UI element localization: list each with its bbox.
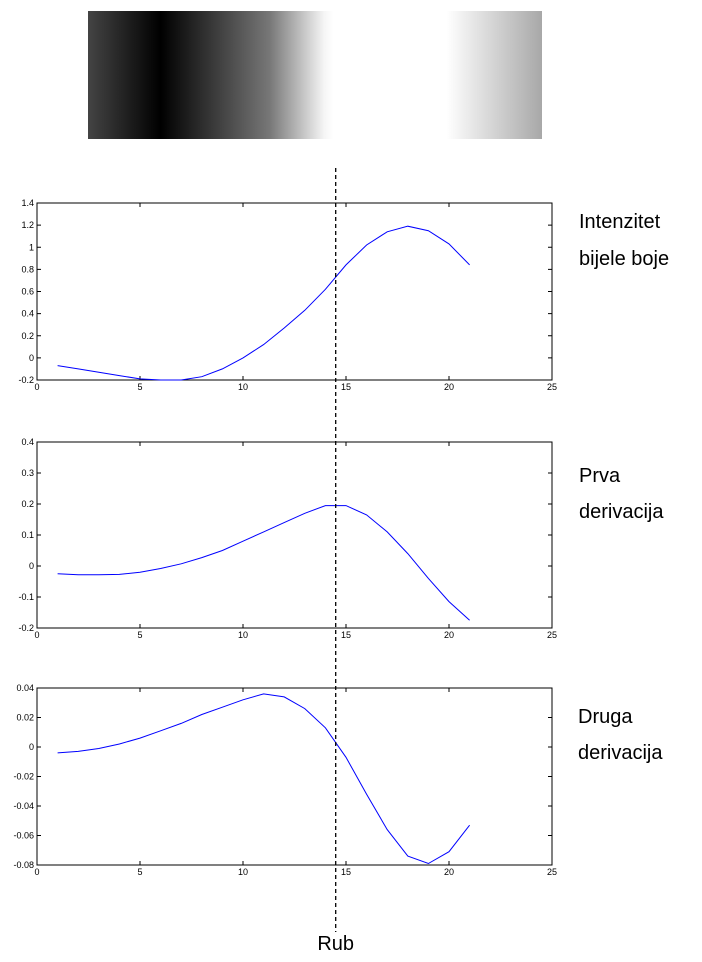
x-tick-label: 10 <box>238 382 248 392</box>
plot-frame <box>36 202 553 381</box>
y-tick-label: 0 <box>29 561 34 571</box>
x-tick-label: 15 <box>341 382 351 392</box>
y-tick-label: 0 <box>29 742 34 752</box>
x-tick-label: 5 <box>137 382 142 392</box>
x-tick-label: 10 <box>238 867 248 877</box>
x-tick-label: 0 <box>34 382 39 392</box>
side-label-line: bijele boje <box>579 248 669 270</box>
y-tick-label: 0.2 <box>21 331 34 341</box>
x-tick-label: 25 <box>547 867 557 877</box>
plot-1: 0 5 10 15 20 25-0.200.20.40.60.811.21.4Intenz… <box>18 198 669 392</box>
y-tick-label: -0.1 <box>18 592 34 602</box>
plot-2: 0 5 10 15 20 25 -0.2 -0.1 0 0.1 0.2 0.3 0.4 Prva deriv… <box>18 437 664 640</box>
y-tick-label: 0.4 <box>21 437 34 447</box>
x-tick-label: 15 <box>341 630 351 640</box>
y-tick-label: -0.2 <box>18 375 34 385</box>
x-tick-label: 15 <box>341 867 351 877</box>
side-label-line: Prva <box>579 465 621 487</box>
y-tick-label: 0.2 <box>21 499 34 509</box>
x-tick-label: 20 <box>444 630 454 640</box>
x-tick-label: 20 <box>444 867 454 877</box>
series-line <box>57 225 470 381</box>
side-label-line: Druga <box>578 706 633 728</box>
x-tick-label: 0 <box>34 630 39 640</box>
y-tick-label: 1.2 <box>21 220 34 230</box>
edge-label: Rub <box>317 933 354 955</box>
y-tick-label: 0.3 <box>21 468 34 478</box>
x-tick-label: 25 <box>547 630 557 640</box>
y-tick-label: 1 <box>29 242 34 252</box>
series-line <box>57 505 470 621</box>
y-tick-label: -0.08 <box>13 860 34 870</box>
side-label-line: derivacija <box>578 742 663 764</box>
y-tick-label: 0 <box>29 353 34 363</box>
y-tick-label: 0.4 <box>21 309 34 319</box>
y-tick-label: -0.2 <box>18 623 34 633</box>
intensity-gradient-strip <box>88 11 542 139</box>
series-line <box>57 693 470 865</box>
x-tick-label: 5 <box>137 867 142 877</box>
y-tick-label: 0.04 <box>16 683 34 693</box>
y-tick-label: -0.04 <box>13 801 34 811</box>
x-tick-label: 5 <box>137 630 142 640</box>
y-tick-label: 0.02 <box>16 713 34 723</box>
y-tick-label: -0.02 <box>13 772 34 782</box>
y-tick-label: 1.4 <box>21 198 34 208</box>
y-tick-label: -0.06 <box>13 831 34 841</box>
plot-frame <box>36 687 553 866</box>
x-tick-label: 10 <box>238 630 248 640</box>
y-tick-label: 0.8 <box>21 264 34 274</box>
side-label-line: Intenzitet <box>579 211 661 233</box>
plot-frame <box>36 441 553 629</box>
y-tick-label: 0.6 <box>21 287 34 297</box>
x-tick-label: 20 <box>444 382 454 392</box>
side-label-line: derivacija <box>579 501 664 523</box>
y-tick-label: 0.1 <box>21 530 34 540</box>
x-tick-label: 25 <box>547 382 557 392</box>
plot-3: 0 5 10 15 20 25 -0.08 -0.06 -0.04 -0.02 0 0.02 0.04 D… <box>13 683 663 877</box>
x-tick-label: 0 <box>34 867 39 877</box>
